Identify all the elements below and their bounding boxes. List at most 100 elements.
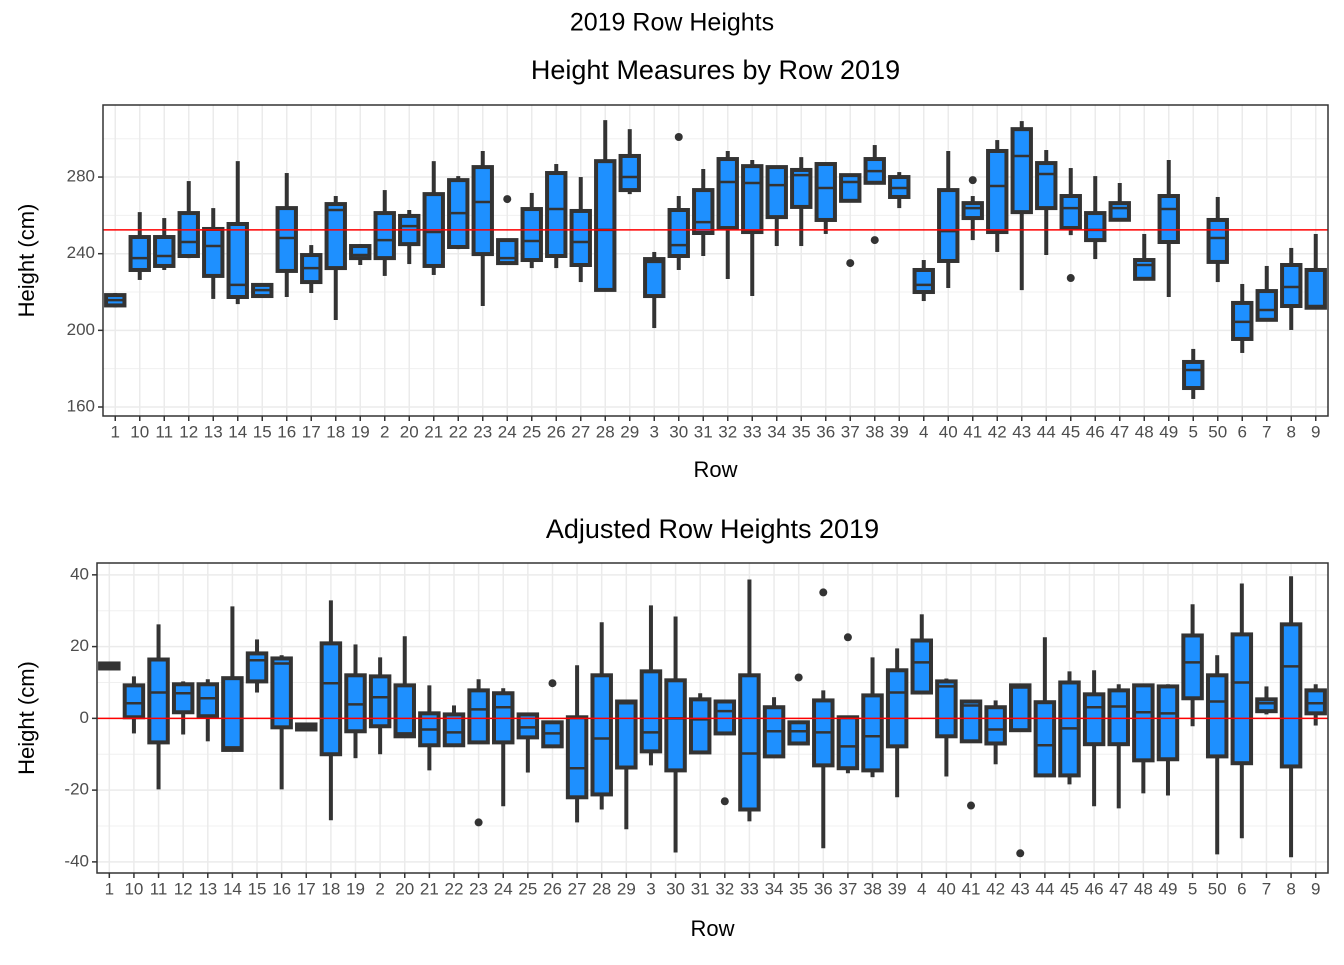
- x-tick-label: 44: [1037, 422, 1056, 441]
- x-tick-label: 6: [1237, 879, 1246, 898]
- y-tick-label: 160: [67, 396, 95, 415]
- x-tick-label: 22: [445, 879, 464, 898]
- y-tick-label: -20: [64, 780, 89, 799]
- outlier: [794, 673, 803, 682]
- box: [861, 693, 884, 773]
- box: [639, 669, 663, 754]
- box: [471, 165, 494, 257]
- box: [738, 673, 761, 812]
- x-tick-label: 38: [865, 422, 884, 441]
- box: [1182, 359, 1205, 391]
- box: [1009, 683, 1032, 733]
- x-tick-label: 15: [248, 879, 267, 898]
- x-tick-label: 21: [420, 879, 439, 898]
- y-tick-label: 0: [80, 708, 89, 727]
- x-tick-label: 10: [124, 879, 143, 898]
- x-tick-label: 1: [111, 422, 120, 441]
- box: [1082, 692, 1106, 747]
- box: [147, 657, 170, 745]
- x-tick-label: 32: [715, 879, 734, 898]
- x-tick-label: 26: [547, 422, 566, 441]
- x-tick-label: 10: [130, 422, 149, 441]
- outlier: [846, 259, 855, 268]
- x-tick-label: 28: [596, 422, 615, 441]
- x-tick-label: 44: [1035, 879, 1054, 898]
- x-tick-label: 19: [346, 879, 365, 898]
- box: [664, 678, 687, 773]
- x-tick-label: 40: [939, 422, 958, 441]
- box: [1033, 700, 1057, 778]
- x-tick-label: 23: [469, 879, 488, 898]
- panel-border: [102, 104, 1329, 417]
- x-tick-label: 26: [543, 879, 562, 898]
- box: [984, 705, 1007, 746]
- box: [1132, 683, 1155, 763]
- box: [1206, 217, 1229, 264]
- x-tick-label: 1: [105, 879, 114, 898]
- x-axis-label: Row: [690, 916, 734, 941]
- x-tick-label: 36: [814, 879, 833, 898]
- box: [393, 683, 416, 739]
- box: [787, 720, 810, 746]
- x-tick-label: 47: [1110, 422, 1129, 441]
- x-tick-label: 25: [518, 879, 537, 898]
- x-tick-label: 34: [765, 879, 784, 898]
- box: [569, 208, 592, 268]
- box: [520, 207, 543, 263]
- x-tick-label: 7: [1262, 422, 1271, 441]
- y-tick-label: 40: [70, 564, 89, 583]
- outlier: [1016, 849, 1025, 858]
- x-tick-label: 45: [1060, 879, 1079, 898]
- x-tick-label: 9: [1311, 879, 1320, 898]
- box: [442, 712, 466, 748]
- x-tick-label: 46: [1085, 879, 1104, 898]
- box: [373, 211, 396, 261]
- x-tick-label: 3: [650, 422, 659, 441]
- y-tick-label: -40: [64, 851, 89, 870]
- box: [196, 682, 220, 719]
- y-tick-label: 20: [70, 636, 89, 655]
- x-tick-label: 11: [155, 422, 173, 441]
- x-tick-label: 49: [1159, 879, 1178, 898]
- x-tick-label: 20: [400, 422, 419, 441]
- x-tick-label: 2: [380, 422, 389, 441]
- x-tick-label: 48: [1135, 422, 1154, 441]
- box: [1084, 211, 1107, 243]
- box: [324, 202, 347, 271]
- x-tick-label: 19: [351, 422, 370, 441]
- box: [615, 699, 638, 770]
- box: [275, 206, 298, 273]
- box: [688, 697, 712, 755]
- box: [910, 638, 934, 695]
- box: [226, 221, 249, 300]
- x-tick-label: 38: [863, 879, 882, 898]
- box: [839, 173, 862, 203]
- x-tick-label: 43: [1011, 879, 1030, 898]
- x-axis-label: Row: [693, 457, 737, 482]
- x-tick-label: 40: [937, 879, 956, 898]
- x-tick-label: 42: [986, 879, 1005, 898]
- x-tick-label: 31: [694, 422, 713, 441]
- outlier: [870, 236, 879, 245]
- x-tick-label: 24: [494, 879, 513, 898]
- x-tick-label: 18: [326, 422, 345, 441]
- x-tick-label: 17: [302, 422, 321, 441]
- box: [590, 673, 613, 797]
- box: [153, 235, 176, 268]
- x-tick-label: 48: [1134, 879, 1153, 898]
- x-tick-label: 41: [962, 879, 981, 898]
- box: [319, 641, 343, 757]
- x-tick-label: 45: [1061, 422, 1080, 441]
- box: [122, 683, 146, 720]
- box: [790, 167, 813, 209]
- x-tick-label: 23: [473, 422, 492, 441]
- x-tick-label: 42: [988, 422, 1007, 441]
- chart-title: Height Measures by Row 2019: [531, 55, 900, 85]
- x-tick-label: 50: [1208, 422, 1227, 441]
- box: [1255, 697, 1278, 714]
- outlier: [819, 588, 828, 597]
- box: [1205, 673, 1229, 759]
- box: [836, 715, 860, 771]
- x-tick-label: 16: [272, 879, 291, 898]
- box: [221, 676, 244, 752]
